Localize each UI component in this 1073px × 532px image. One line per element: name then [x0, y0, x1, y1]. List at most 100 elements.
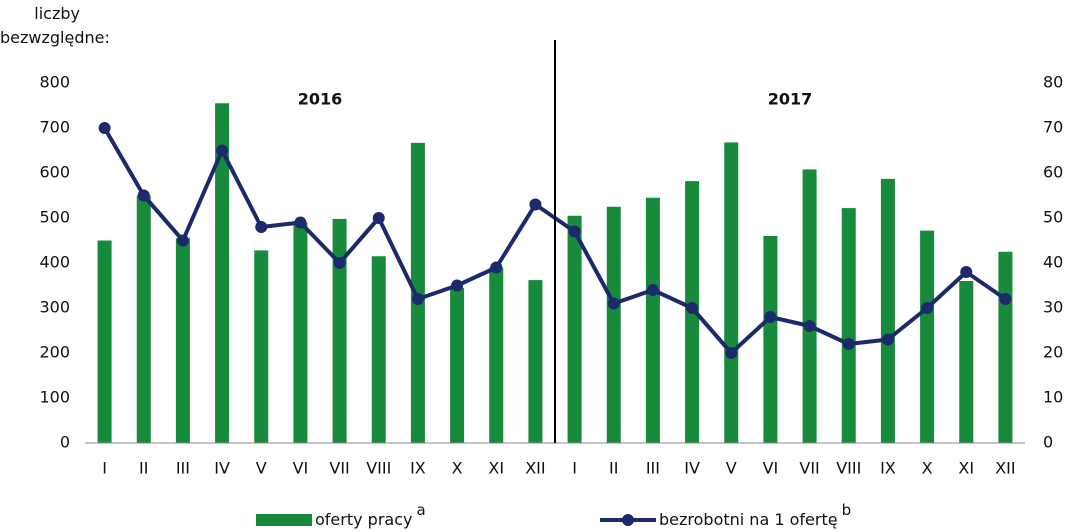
line-marker — [842, 338, 855, 350]
bar — [959, 281, 974, 443]
y-tick-label: 0 — [60, 433, 70, 452]
y2-tick-label: 70 — [1043, 118, 1063, 137]
line-marker — [451, 279, 464, 292]
annotation: 2016 — [298, 90, 343, 109]
x-tick-label: I — [102, 459, 107, 478]
bar — [136, 195, 151, 443]
bar — [371, 256, 386, 443]
line-marker — [725, 347, 738, 359]
y2-tick-label: 80 — [1043, 73, 1063, 92]
legend-label: oferty pracy a — [315, 501, 426, 529]
bar — [293, 222, 308, 443]
bar — [410, 142, 425, 443]
bar — [606, 206, 621, 443]
legend-swatch-marker — [622, 514, 634, 526]
bar — [802, 169, 817, 443]
x-tick-label: V — [256, 459, 267, 478]
bar — [880, 178, 895, 443]
legend-name: oferty pracy — [315, 510, 412, 529]
bar — [215, 103, 230, 443]
y-tick-label: 600 — [39, 163, 70, 182]
y2-tick-label: 40 — [1043, 253, 1063, 272]
bar — [332, 218, 347, 443]
line-marker — [372, 212, 385, 224]
y-tick-label: 300 — [39, 298, 70, 317]
x-tick-label: IX — [880, 459, 896, 478]
x-tick-label: XII — [525, 459, 545, 478]
bar — [175, 238, 190, 443]
line-marker — [294, 216, 307, 229]
line-marker — [216, 144, 229, 157]
y2-tick-label: 60 — [1043, 163, 1063, 182]
x-tick-label: V — [726, 459, 737, 478]
bar — [450, 287, 465, 443]
x-tick-label: VI — [293, 459, 309, 478]
y-tick-label: 500 — [39, 208, 70, 227]
bar — [841, 208, 856, 443]
bar — [528, 280, 543, 443]
x-tick-label: II — [139, 459, 148, 478]
x-tick-label: VII — [329, 459, 349, 478]
legend-swatch — [256, 514, 312, 526]
bar — [763, 236, 778, 443]
x-tick-label: I — [572, 459, 577, 478]
y-tick-label: 200 — [39, 343, 70, 362]
line-marker — [764, 311, 777, 323]
line-marker — [490, 261, 503, 274]
x-tick-label: XI — [958, 459, 974, 478]
y2-tick-label: 0 — [1043, 433, 1053, 452]
legend-name: bezrobotni na 1 ofertę — [659, 510, 838, 529]
x-tick-label: VIII — [366, 459, 391, 478]
bar — [254, 250, 269, 443]
line-marker — [803, 320, 816, 332]
line-marker — [568, 225, 581, 238]
y-tick-label: 800 — [39, 73, 70, 92]
legend-footnote: a — [416, 501, 425, 519]
bar — [489, 267, 504, 443]
y-tick-label: 400 — [39, 253, 70, 272]
y-axis-label: liczby bezwzględne: — [0, 4, 110, 47]
bar — [645, 197, 660, 443]
x-tick-label: VI — [763, 459, 779, 478]
bar — [724, 142, 739, 443]
x-tick-label: VIII — [836, 459, 861, 478]
y-tick-label: 100 — [39, 388, 70, 407]
line-marker — [881, 333, 894, 346]
line-marker — [529, 198, 542, 211]
x-tick-label: VII — [799, 459, 819, 478]
bar — [97, 240, 112, 443]
line-marker — [255, 221, 268, 233]
y2-tick-label: 10 — [1043, 388, 1063, 407]
y2-tick-label: 30 — [1043, 298, 1063, 317]
line-marker — [646, 284, 659, 296]
line-marker — [607, 297, 620, 310]
y-tick-label: 700 — [39, 118, 70, 137]
line-marker — [98, 122, 111, 134]
x-tick-label: IX — [410, 459, 426, 478]
bar — [920, 230, 935, 443]
x-tick-label: IV — [684, 459, 700, 478]
line-marker — [999, 293, 1012, 305]
legend-footnote: b — [842, 501, 852, 519]
bar — [567, 215, 582, 443]
line-marker — [333, 257, 346, 269]
line-marker — [686, 302, 699, 314]
line-marker — [960, 266, 973, 278]
x-tick-label: XII — [995, 459, 1015, 478]
annotation: 2017 — [768, 90, 813, 109]
x-tick-label: IV — [214, 459, 230, 478]
y2-tick-label: 50 — [1043, 208, 1063, 227]
x-tick-label: X — [922, 459, 933, 478]
line-marker — [137, 189, 150, 202]
line-marker — [921, 302, 934, 314]
bar — [998, 251, 1013, 443]
legend-label: bezrobotni na 1 ofertę b — [659, 501, 851, 529]
y2-tick-label: 20 — [1043, 343, 1063, 362]
x-tick-label: X — [452, 459, 463, 478]
x-tick-label: III — [176, 459, 190, 478]
x-tick-label: II — [609, 459, 618, 478]
line-marker — [176, 234, 189, 247]
x-tick-label: XI — [488, 459, 504, 478]
